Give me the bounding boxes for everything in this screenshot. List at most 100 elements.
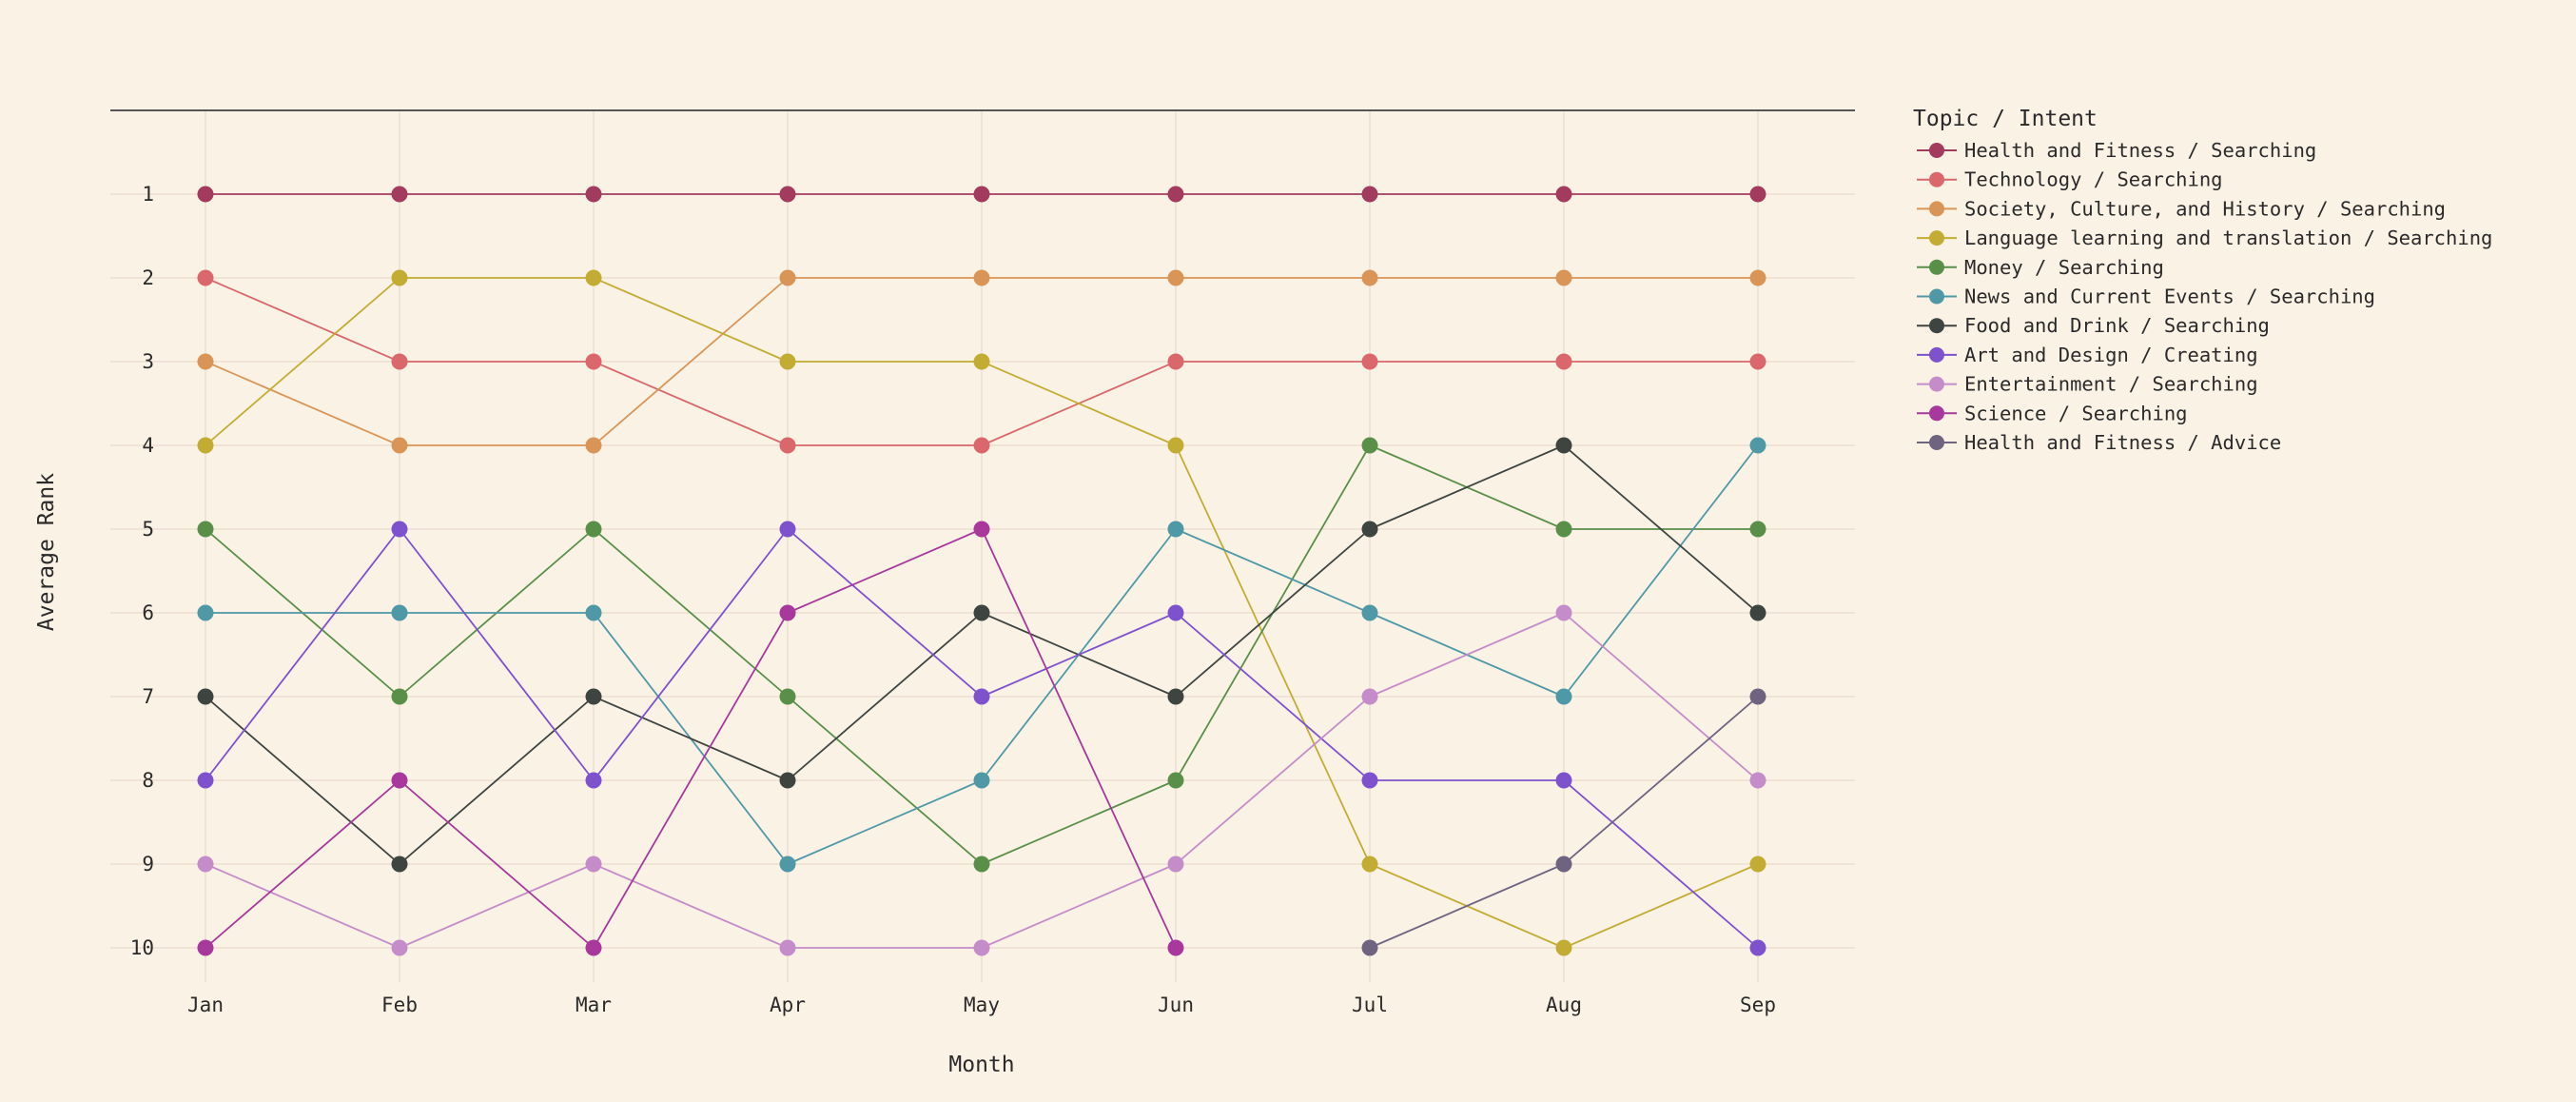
data-point[interactable] [1361,856,1378,873]
data-point[interactable] [585,186,602,203]
legend-item[interactable]: Art and Design / Creating [1917,344,2258,366]
data-point[interactable] [1361,604,1378,621]
data-point[interactable] [779,604,796,621]
legend-item[interactable]: Money / Searching [1917,256,2164,279]
data-point[interactable] [1167,186,1184,203]
data-point[interactable] [1555,688,1572,705]
data-point[interactable] [779,186,796,203]
data-point[interactable] [1361,688,1378,705]
data-point[interactable] [1361,186,1378,203]
legend-item[interactable]: Health and Fitness / Advice [1917,431,2281,454]
data-point[interactable] [1167,688,1184,705]
data-point[interactable] [1555,939,1572,956]
data-point[interactable] [1361,437,1378,454]
data-point[interactable] [585,269,602,286]
data-point[interactable] [973,186,990,203]
data-point[interactable] [391,688,408,705]
data-point[interactable] [1749,269,1766,286]
data-point[interactable] [391,772,408,789]
data-point[interactable] [1167,939,1184,956]
data-point[interactable] [391,186,408,203]
data-point[interactable] [197,856,214,873]
data-point[interactable] [779,269,796,286]
data-point[interactable] [973,939,990,956]
data-point[interactable] [585,772,602,789]
data-point[interactable] [1749,856,1766,873]
data-point[interactable] [585,437,602,454]
data-point[interactable] [1749,353,1766,370]
data-point[interactable] [779,437,796,454]
data-point[interactable] [391,437,408,454]
data-point[interactable] [197,186,214,203]
data-point[interactable] [197,939,214,956]
data-point[interactable] [585,353,602,370]
data-point[interactable] [1555,856,1572,873]
data-point[interactable] [1555,604,1572,621]
data-point[interactable] [391,521,408,538]
legend-item[interactable]: Language learning and translation / Sear… [1917,226,2492,249]
data-point[interactable] [973,772,990,789]
data-point[interactable] [973,269,990,286]
data-point[interactable] [973,604,990,621]
data-point[interactable] [1749,772,1766,789]
data-point[interactable] [197,688,214,705]
data-point[interactable] [197,521,214,538]
data-point[interactable] [391,856,408,873]
data-point[interactable] [1167,437,1184,454]
data-point[interactable] [1749,186,1766,203]
data-point[interactable] [1361,353,1378,370]
data-point[interactable] [1749,437,1766,454]
data-point[interactable] [1749,521,1766,538]
data-point[interactable] [391,269,408,286]
data-point[interactable] [779,772,796,789]
data-point[interactable] [973,688,990,705]
data-point[interactable] [1555,353,1572,370]
data-point[interactable] [1167,856,1184,873]
data-point[interactable] [779,939,796,956]
data-point[interactable] [1361,521,1378,538]
data-point[interactable] [779,521,796,538]
data-point[interactable] [779,353,796,370]
data-point[interactable] [1749,688,1766,705]
data-point[interactable] [1555,186,1572,203]
data-point[interactable] [197,269,214,286]
data-point[interactable] [1361,772,1378,789]
data-point[interactable] [197,353,214,370]
data-point[interactable] [1555,437,1572,454]
data-point[interactable] [1749,604,1766,621]
data-point[interactable] [391,939,408,956]
data-point[interactable] [973,437,990,454]
data-point[interactable] [1361,939,1378,956]
data-point[interactable] [197,437,214,454]
data-point[interactable] [1555,521,1572,538]
legend-item[interactable]: Entertainment / Searching [1917,373,2258,396]
data-point[interactable] [197,772,214,789]
data-point[interactable] [1749,939,1766,956]
data-point[interactable] [1167,772,1184,789]
data-point[interactable] [391,604,408,621]
data-point[interactable] [1555,772,1572,789]
data-point[interactable] [1167,353,1184,370]
legend-item[interactable]: Food and Drink / Searching [1917,314,2270,337]
data-point[interactable] [1167,269,1184,286]
data-point[interactable] [973,856,990,873]
data-point[interactable] [585,688,602,705]
data-point[interactable] [585,521,602,538]
data-point[interactable] [1555,269,1572,286]
data-point[interactable] [779,688,796,705]
data-point[interactable] [779,856,796,873]
legend-item[interactable]: Science / Searching [1917,402,2188,424]
legend-item[interactable]: Technology / Searching [1917,168,2223,191]
data-point[interactable] [973,521,990,538]
data-point[interactable] [197,604,214,621]
data-point[interactable] [585,939,602,956]
data-point[interactable] [973,353,990,370]
data-point[interactable] [1167,521,1184,538]
data-point[interactable] [1361,269,1378,286]
data-point[interactable] [585,856,602,873]
data-point[interactable] [391,353,408,370]
data-point[interactable] [585,604,602,621]
data-point[interactable] [1167,604,1184,621]
legend-item[interactable]: Society, Culture, and History / Searchin… [1917,197,2446,220]
legend-item[interactable]: Health and Fitness / Searching [1917,139,2316,162]
